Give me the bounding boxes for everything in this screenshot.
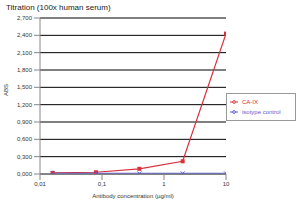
svg-text:2,100: 2,100: [17, 50, 33, 56]
svg-text:0,900: 0,900: [17, 119, 33, 125]
svg-text:1: 1: [162, 181, 166, 187]
svg-text:2,400: 2,400: [17, 32, 33, 38]
svg-text:0,600: 0,600: [17, 136, 33, 142]
svg-text:0,01: 0,01: [34, 181, 46, 187]
html-text:isotype control: isotype control: [242, 109, 281, 115]
svg-text:1,200: 1,200: [17, 102, 33, 108]
svg-text:ABS: ABS: [8, 84, 9, 96]
svg-text:2,700: 2,700: [17, 15, 33, 21]
html-text:Titration (100x human serum): Titration (100x human serum): [6, 3, 111, 12]
svg-text:0,1: 0,1: [98, 181, 107, 187]
svg-text:Antibody concentration (µg/ml): Antibody concentration (µg/ml): [92, 193, 174, 199]
svg-text:0,300: 0,300: [17, 154, 33, 160]
svg-text:10: 10: [223, 181, 230, 187]
html-text:CA-IX: CA-IX: [242, 99, 258, 105]
svg-text:1,500: 1,500: [17, 84, 33, 90]
svg-text:0,000: 0,000: [17, 171, 33, 177]
svg-text:1,800: 1,800: [17, 67, 33, 73]
